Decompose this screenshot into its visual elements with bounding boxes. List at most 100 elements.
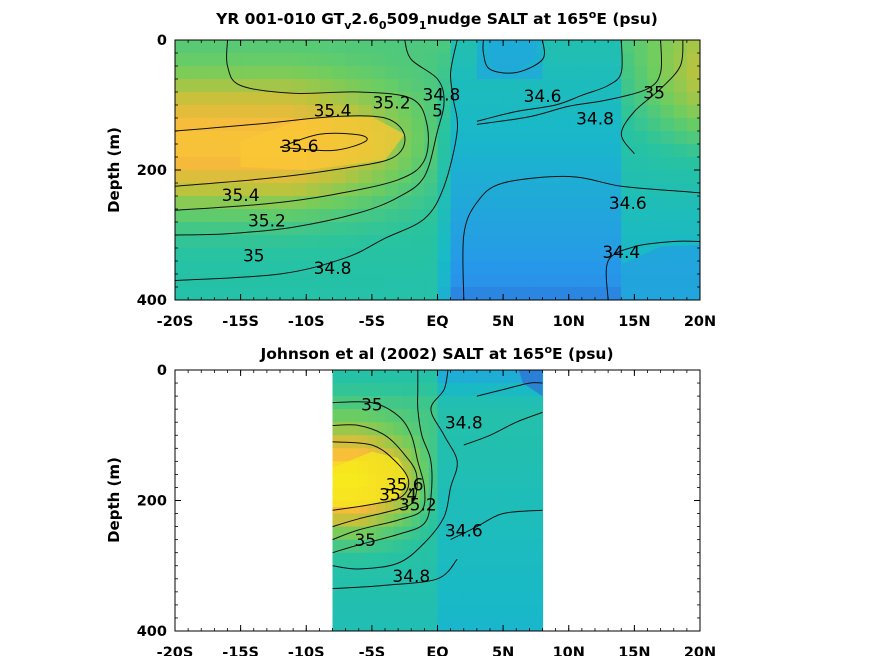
field-cell: [516, 157, 530, 171]
field-cell: [533, 461, 544, 475]
bottom-plot-area: 35 34.8 35.635.435.2 35 34.6 34.8 -20S -15S -10…: [137, 363, 716, 656]
field-cell: [490, 170, 504, 184]
field-cell: [673, 209, 688, 223]
field-cell: [398, 157, 412, 171]
field-cell: [446, 448, 456, 462]
field-cell: [293, 105, 307, 119]
field-cell: [341, 526, 351, 541]
field-cell: [542, 131, 557, 145]
field-cell: [188, 274, 202, 288]
field-cell: [293, 53, 307, 67]
bottom-chart-title: Johnson et al (2002) SALT at 165oE (psu): [259, 343, 613, 363]
field-cell: [175, 209, 189, 223]
field-cell: [581, 157, 596, 171]
field-cell: [319, 40, 334, 54]
field-cell: [306, 92, 320, 106]
field-cell: [481, 526, 491, 541]
field-cell: [428, 539, 439, 554]
field-cell: [332, 105, 347, 119]
field-cell: [411, 196, 425, 210]
field-cell: [201, 222, 215, 236]
field-cell: [463, 370, 474, 384]
field-cell: [420, 448, 430, 462]
field-cell: [463, 66, 478, 80]
field-cell: [555, 274, 570, 288]
field-cell: [490, 235, 504, 249]
field-patch: [487, 40, 536, 72]
field-cell: [463, 591, 474, 606]
field-cell: [673, 196, 688, 210]
field-cell: [481, 578, 491, 593]
x-tick-label: EQ: [426, 314, 448, 330]
field-cell: [376, 617, 386, 631]
field-cell: [476, 79, 491, 93]
field-cell: [516, 131, 530, 145]
field-cell: [411, 92, 425, 106]
field-cell: [214, 287, 229, 300]
field-cell: [525, 591, 535, 606]
field-cell: [673, 183, 688, 197]
field-cell: [608, 209, 622, 223]
field-cell: [266, 209, 281, 223]
field-cell: [490, 617, 500, 631]
field-cell: [516, 552, 526, 567]
field-cell: [647, 235, 662, 249]
field-cell: [634, 131, 649, 145]
contour-34.8: [332, 370, 458, 570]
field-cell: [529, 287, 544, 300]
field-cell: [306, 53, 320, 67]
contour-34.6: [482, 40, 545, 74]
field-cell: [525, 461, 535, 475]
field-cell: [437, 287, 452, 300]
field-cell: [555, 248, 570, 262]
field-cell: [608, 79, 622, 93]
field-cell: [411, 591, 421, 606]
field-cell: [428, 565, 439, 580]
field-cell: [371, 287, 386, 300]
field-cell: [402, 565, 412, 580]
field-cell: [529, 170, 544, 184]
field-cell: [555, 157, 570, 171]
field-cell: [358, 222, 373, 236]
field-cell: [555, 53, 570, 67]
field-cell: [581, 53, 596, 67]
field-cell: [266, 287, 281, 300]
field-cell: [490, 539, 500, 554]
field-cell: [581, 287, 596, 300]
field-cell: [402, 370, 412, 384]
field-cell: [507, 565, 517, 580]
field-cell: [341, 500, 351, 515]
field-cell: [393, 565, 404, 580]
field-cell: [402, 461, 412, 475]
field-cell: [437, 66, 452, 80]
field-cell: [371, 274, 386, 288]
field-cell: [402, 383, 412, 397]
field-cell: [503, 287, 517, 300]
field-cell: [214, 248, 229, 262]
field-cell: [306, 196, 320, 210]
field-cell: [402, 552, 412, 567]
x-tick-label: -15S: [222, 645, 259, 656]
field-cell: [595, 261, 609, 275]
field-cell: [660, 196, 675, 210]
field-cell: [175, 53, 189, 67]
field-cell: [463, 474, 474, 489]
field-cell: [398, 235, 412, 249]
field-cell: [240, 53, 255, 67]
field-cell: [293, 196, 307, 210]
field-cell: [490, 448, 500, 462]
field-cell: [503, 79, 517, 93]
field-cell: [608, 170, 622, 184]
field-cell: [398, 287, 412, 300]
x-tick-label: EQ: [426, 645, 448, 656]
field-cell: [214, 79, 229, 93]
field-cell: [385, 248, 399, 262]
field-cell: [503, 209, 517, 223]
field-cell: [424, 196, 439, 210]
field-cell: [319, 92, 334, 106]
field-cell: [424, 209, 439, 223]
field-cell: [280, 53, 294, 67]
field-cell: [507, 526, 517, 541]
field-cell: [621, 248, 635, 262]
field-cell: [476, 92, 491, 106]
